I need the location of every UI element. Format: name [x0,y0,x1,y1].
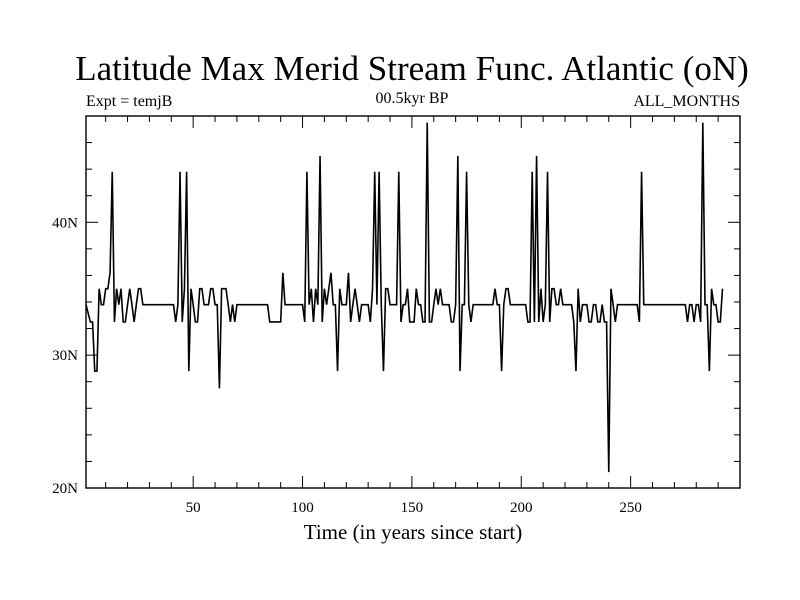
y-tick-label: 30N [52,348,78,364]
data-series-line [85,122,724,473]
chart-title: Latitude Max Merid Stream Func. Atlantic… [75,49,749,88]
plot-frame [85,115,741,489]
x-tick-labels: 50 100 150 200 250 [186,500,642,516]
x-tick-label: 100 [291,500,314,516]
x-tick-label: 150 [401,500,424,516]
x-tick-label: 250 [619,500,642,516]
x-axis-label: Time (in years since start) [304,520,523,544]
months-label: ALL_MONTHS [633,93,740,110]
x-tick-label: 50 [186,500,201,516]
y-tick-labels: 20N 30N 40N [52,215,78,497]
x-ticks [105,116,741,488]
x-tick-label: 200 [510,500,533,516]
y-tick-label: 40N [52,215,78,231]
experiment-label: Expt = temjB [86,93,172,110]
y-tick-label: 20N [52,481,78,497]
period-label: 00.5kyr BP [376,90,449,107]
